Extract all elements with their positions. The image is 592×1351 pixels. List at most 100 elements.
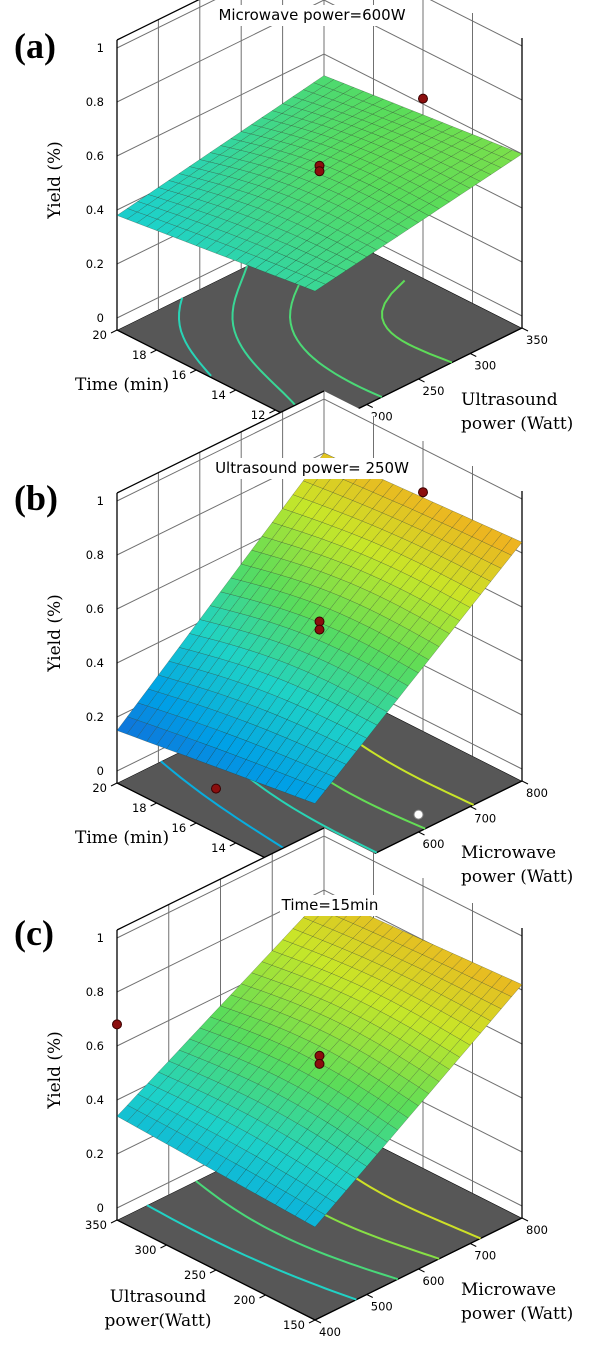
y-tick	[110, 1219, 118, 1224]
x-tick-label: 500	[371, 1300, 393, 1314]
design-point	[418, 93, 428, 104]
y-tick	[189, 822, 197, 827]
y-tick-label: 20	[92, 781, 107, 795]
z-gridline	[116, 0, 523, 103]
x-tick-label: 600	[423, 837, 445, 851]
surface-cell	[501, 537, 523, 556]
x-tick-label: 700	[474, 812, 496, 826]
panel-label: (c)	[14, 913, 54, 953]
y-tick-label: 20	[92, 328, 107, 342]
y-tick-label: 150	[283, 1318, 305, 1332]
z-tick-label: 0.8	[86, 985, 104, 999]
x-tick	[521, 1217, 529, 1222]
floor-contour	[177, 297, 212, 377]
z-tick-label: 1	[97, 931, 104, 945]
floor-contour	[146, 1204, 357, 1301]
y-tick	[259, 1294, 266, 1299]
x-tick	[314, 1319, 322, 1324]
z-tick-label: 0.4	[86, 203, 104, 217]
y-axis-title-line2: power(Watt)	[105, 1311, 212, 1331]
x-axis-title-line2: power (Watt)	[461, 867, 573, 887]
x-tick-label: 700	[474, 1249, 496, 1263]
x-tick-label: 350	[526, 333, 548, 347]
x-tick	[418, 378, 425, 383]
z-axis-title: Yield (%)	[45, 141, 65, 220]
y-axis-title-line1: Ultrasound	[110, 1287, 207, 1307]
x-tick-label: 800	[526, 786, 548, 800]
x-axis-title-line1: Microwave	[461, 843, 556, 863]
x-tick	[521, 327, 529, 332]
y-tick	[229, 842, 237, 847]
x-tick-label: 400	[319, 1325, 341, 1339]
y-tick	[160, 1244, 167, 1249]
design-point	[211, 783, 221, 794]
x-tick	[418, 831, 425, 836]
z-tick-label: 0.2	[86, 257, 104, 271]
design-point	[314, 1058, 325, 1069]
y-tick-label: 16	[172, 821, 187, 835]
x-tick-label: 250	[423, 384, 445, 398]
x-tick	[418, 1268, 425, 1273]
y-tick-label: 350	[85, 1218, 107, 1232]
panel-label: (a)	[14, 26, 56, 66]
x-tick	[470, 806, 477, 810]
response-surface	[116, 895, 523, 1228]
x-axis-title-line2: power (Watt)	[461, 1304, 573, 1324]
y-tick	[308, 1319, 316, 1324]
response-surface	[116, 75, 523, 292]
x-tick-label: 300	[474, 359, 496, 373]
z-tick-label: 0.2	[86, 710, 104, 724]
y-tick-label: 300	[135, 1243, 157, 1257]
design-point	[413, 809, 424, 820]
chart-title: Time=15min	[281, 896, 379, 914]
chart-title: Ultrasound power= 250W	[215, 459, 409, 477]
y-tick	[110, 782, 118, 787]
title-background	[219, 5, 405, 26]
y-tick-label: 200	[234, 1293, 256, 1307]
chart-title: Microwave power=600W	[218, 6, 405, 24]
axis-frame-top	[116, 827, 325, 931]
z-tick-label: 0	[97, 1201, 104, 1215]
x-axis-title-line2: power (Watt)	[461, 414, 573, 434]
z-axis-title: Yield (%)	[45, 594, 65, 673]
y-tick-label: 12	[251, 408, 266, 422]
x-tick	[470, 1243, 477, 1247]
surface-cell	[501, 979, 523, 997]
y-tick	[209, 1269, 217, 1274]
y-tick-label: 18	[132, 801, 147, 815]
title-background	[210, 458, 414, 479]
z-tick-label: 0.6	[86, 1039, 104, 1053]
z-gridline	[116, 0, 523, 49]
y-tick-label: 18	[132, 348, 147, 362]
x-tick	[470, 353, 477, 357]
y-tick-label: 14	[211, 841, 226, 855]
floor-contour	[231, 265, 311, 427]
title-background	[280, 895, 380, 916]
x-axis-title-line1: Ultrasound	[461, 390, 558, 410]
y-tick	[150, 349, 157, 354]
design-point	[314, 166, 325, 177]
y-tick-label: 16	[172, 368, 187, 382]
design-point	[418, 487, 428, 498]
z-tick-label: 0.2	[86, 1147, 104, 1161]
y-tick	[269, 409, 276, 414]
z-tick-label: 0.4	[86, 656, 104, 670]
x-tick	[366, 1294, 373, 1298]
z-tick-label: 0.8	[86, 95, 104, 109]
y-tick	[150, 802, 157, 807]
x-tick	[366, 404, 373, 408]
x-tick-label: 600	[423, 1274, 445, 1288]
design-point	[314, 624, 325, 635]
z-axis-title: Yield (%)	[45, 1031, 65, 1110]
y-axis-title: Time (min)	[75, 828, 169, 848]
z-tick-label: 0	[97, 764, 104, 778]
x-tick	[521, 780, 529, 785]
y-tick	[110, 329, 118, 334]
z-tick-label: 0.6	[86, 149, 104, 163]
floor-contour	[381, 279, 453, 364]
design-point	[112, 1019, 122, 1030]
panel-label: (b)	[14, 478, 58, 518]
axis-frame-top	[116, 0, 200, 41]
